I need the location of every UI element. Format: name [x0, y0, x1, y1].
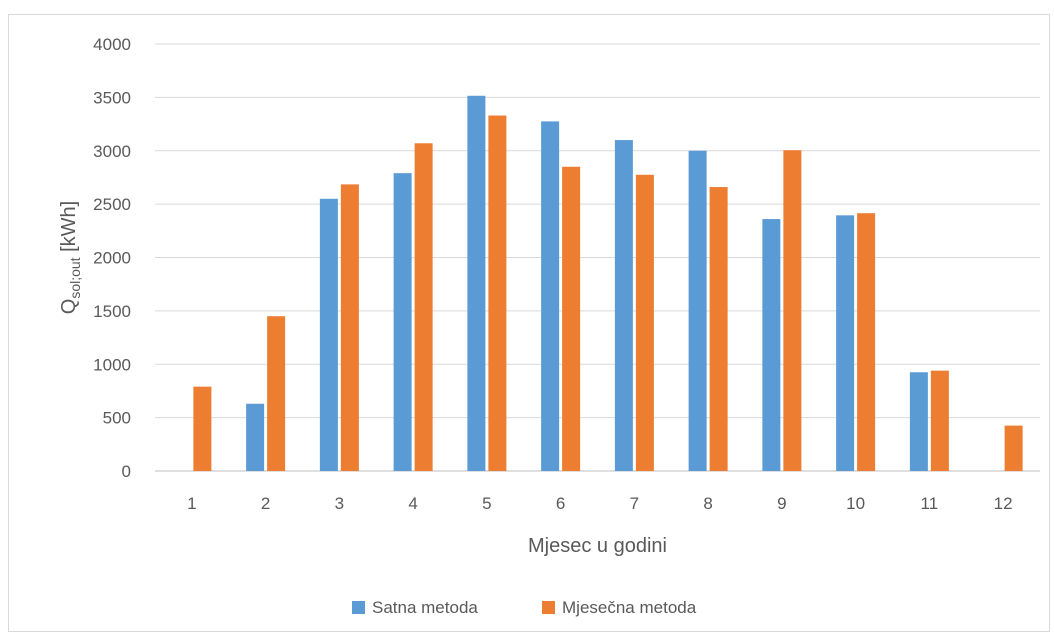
- bar-satna-5: [467, 95, 486, 472]
- y-tick-label: 0: [122, 462, 131, 481]
- x-tick-label: 6: [556, 494, 565, 513]
- y-axis-title-main: Q: [58, 299, 80, 315]
- bar-satna-3: [319, 198, 338, 471]
- x-tick-label: 3: [335, 494, 344, 513]
- bar-mjesecna-6: [562, 166, 581, 471]
- y-axis-title: Qsol;out [kWh]: [58, 201, 83, 314]
- bar-mjesecna-10: [857, 213, 876, 472]
- bar-mjesecna-5: [488, 115, 507, 472]
- x-tick-label: 8: [703, 494, 712, 513]
- bar-mjesecna-2: [267, 316, 286, 471]
- x-tick-label: 5: [482, 494, 491, 513]
- x-tick-label: 11: [921, 494, 939, 513]
- bar-mjesecna-8: [709, 187, 728, 472]
- legend-label: Mjesečna metoda: [562, 598, 697, 617]
- x-tick-label: 4: [408, 494, 417, 513]
- x-axis-ticks: 1 2 3 4 5 6 7 8 9 10 11 12: [187, 494, 1012, 513]
- y-tick-label: 2500: [93, 195, 131, 214]
- bars: [193, 95, 1023, 472]
- legend-swatch: [352, 601, 365, 614]
- bar-mjesecna-12: [1004, 425, 1023, 471]
- chart-area: [8, 14, 1050, 632]
- legend-label: Satna metoda: [372, 598, 478, 617]
- bar-satna-11: [909, 372, 928, 471]
- bar-satna-7: [614, 140, 633, 471]
- x-tick-label: 1: [187, 494, 196, 513]
- x-tick-label: 10: [846, 494, 865, 513]
- bar-mjesecna-9: [783, 150, 802, 471]
- y-tick-label: 500: [103, 409, 131, 428]
- bar-satna-6: [541, 121, 560, 472]
- x-tick-label: 7: [630, 494, 639, 513]
- bar-mjesecna-11: [930, 370, 949, 471]
- bar-mjesecna-4: [414, 143, 433, 471]
- x-tick-label: 9: [777, 494, 786, 513]
- bar-mjesecna-3: [340, 184, 359, 471]
- bar-satna-2: [246, 403, 265, 471]
- y-axis-title-subscript: sol;out: [67, 257, 83, 298]
- legend-swatch: [542, 601, 555, 614]
- y-tick-label: 4000: [93, 35, 131, 54]
- gridlines: [155, 43, 1040, 472]
- bar-mjesecna-7: [635, 174, 654, 472]
- bar-satna-10: [836, 215, 855, 471]
- bar-satna-9: [762, 219, 781, 471]
- y-tick-label: 1500: [93, 302, 131, 321]
- x-tick-label: 2: [261, 494, 270, 513]
- y-tick-label: 1000: [93, 355, 131, 374]
- y-axis-title-unit: [kWh]: [58, 201, 80, 258]
- bar-mjesecna-1: [193, 386, 212, 471]
- bar-satna-8: [688, 150, 707, 471]
- x-axis-title: Mjesec u godini: [528, 535, 667, 557]
- legend: Satna metoda Mjesečna metoda: [352, 598, 697, 617]
- bar-satna-4: [393, 173, 412, 472]
- x-tick-label: 12: [994, 494, 1013, 513]
- y-tick-label: 3500: [93, 88, 131, 107]
- y-axis-ticks: 0 500 1000 1500 2000 2500 3000 3500 4000: [93, 35, 131, 481]
- y-tick-label: 3000: [93, 142, 131, 161]
- y-tick-label: 2000: [93, 249, 131, 268]
